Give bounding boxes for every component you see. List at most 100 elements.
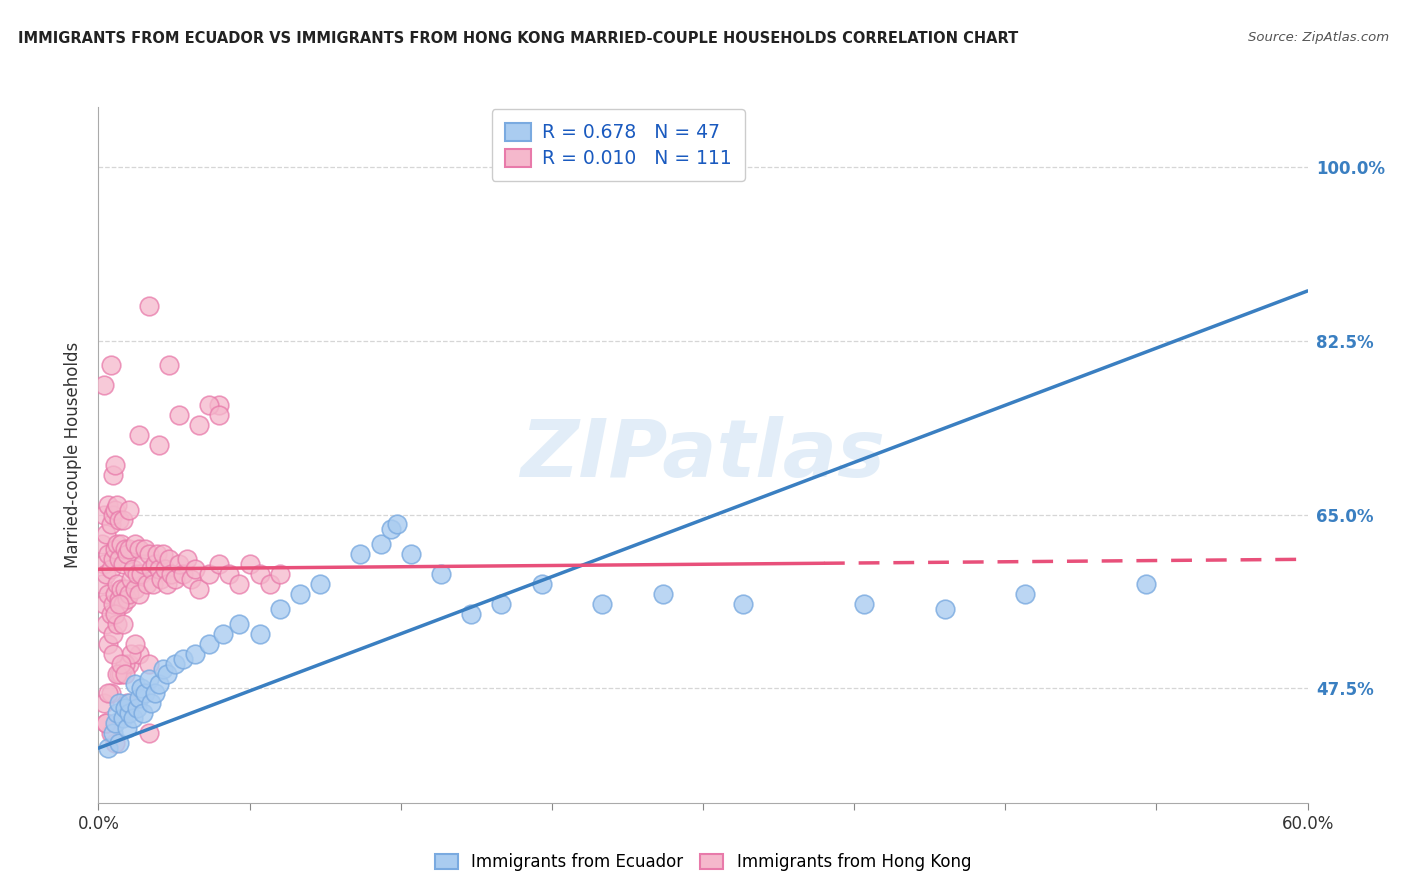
Point [101,627,124,641]
Point [135,577,157,591]
Point [105,616,128,631]
Point [132,706,155,721]
Point [101,508,124,522]
Point [148,676,170,690]
Point [134,686,156,700]
Point [129,681,152,696]
Point [146,547,169,561]
Point [114,582,136,596]
Point [460,607,482,621]
Point [105,706,128,721]
Point [114,666,136,681]
Point [591,597,613,611]
Point [115,592,138,607]
Point [370,537,392,551]
Legend: R = 0.678   N = 47, R = 0.010   N = 111: R = 0.678 N = 47, R = 0.010 N = 111 [492,110,745,181]
Point [124,537,146,551]
Point [107,512,129,526]
Point [100,607,122,621]
Point [269,567,291,582]
Point [129,567,152,582]
Point [115,721,138,735]
Point [651,587,673,601]
Point [288,587,311,601]
Point [93,558,115,572]
Point [91,577,114,591]
Point [128,542,150,557]
Point [128,587,150,601]
Point [118,706,141,721]
Point [148,438,170,452]
Point [172,567,194,582]
Point [100,562,122,576]
Point [96,716,118,731]
Point [97,587,120,601]
Point [249,627,271,641]
Point [124,582,146,596]
Point [121,562,143,576]
Point [101,647,124,661]
Point [118,542,141,557]
Point [380,523,402,537]
Point [172,651,194,665]
Point [198,398,221,412]
Point [124,676,146,690]
Point [157,359,180,373]
Point [105,498,128,512]
Point [124,637,146,651]
Point [115,547,138,561]
Point [167,558,190,572]
Point [208,398,231,412]
Point [188,418,211,433]
Point [107,736,129,750]
Point [101,467,124,482]
Text: ZIPatlas: ZIPatlas [520,416,886,494]
Point [91,537,114,551]
Point [93,697,115,711]
Point [228,616,250,631]
Point [110,537,132,551]
Point [111,597,134,611]
Point [1135,577,1157,591]
Point [180,572,202,586]
Point [125,701,148,715]
Point [228,577,250,591]
Point [96,716,118,731]
Point [853,597,876,611]
Point [385,517,408,532]
Point [491,597,513,611]
Point [115,697,138,711]
Point [111,616,134,631]
Point [148,562,170,576]
Point [97,741,120,756]
Point [103,587,125,601]
Point [218,567,240,582]
Point [111,558,134,572]
Point [156,577,179,591]
Point [107,592,129,607]
Point [103,716,125,731]
Point [167,408,190,422]
Point [430,567,453,582]
Point [160,567,183,582]
Point [114,701,136,715]
Point [100,686,122,700]
Point [163,657,186,671]
Point [132,558,155,572]
Point [107,597,129,611]
Point [120,572,142,586]
Point [128,428,150,442]
Point [110,657,132,671]
Legend: Immigrants from Ecuador, Immigrants from Hong Kong: Immigrants from Ecuador, Immigrants from… [426,845,980,880]
Point [100,517,122,532]
Point [530,577,553,591]
Point [110,582,132,596]
Point [184,562,207,576]
Point [105,666,128,681]
Point [309,577,332,591]
Point [139,562,162,576]
Text: IMMIGRANTS FROM ECUADOR VS IMMIGRANTS FROM HONG KONG MARRIED-COUPLE HOUSEHOLDS C: IMMIGRANTS FROM ECUADOR VS IMMIGRANTS FR… [18,31,1018,46]
Point [399,547,422,561]
Point [134,542,156,557]
Point [114,542,136,557]
